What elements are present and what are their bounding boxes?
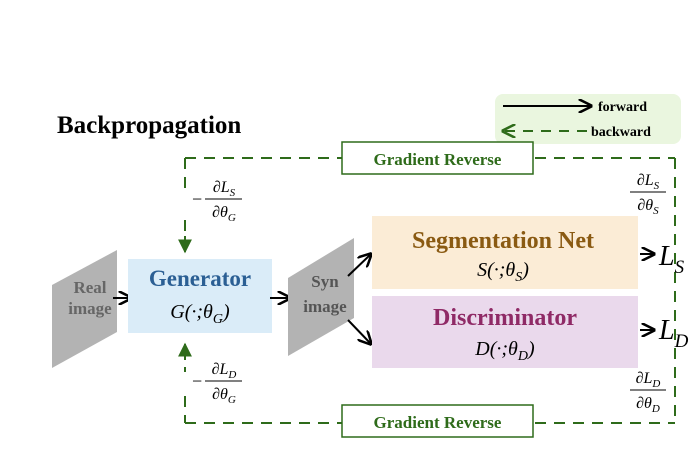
discriminator-function: D(·;θD) — [474, 338, 535, 364]
arrow-syn-to-segmentation — [347, 254, 371, 277]
grad-generator-bottom-sign: − — [192, 371, 202, 391]
grad-generator-top-denominator: ∂θG — [212, 204, 236, 224]
loss-ld: LD — [658, 315, 689, 352]
segmentation-net-box — [372, 216, 638, 289]
segmentation-net-function: S(·;θS) — [477, 259, 529, 285]
diagram-title: Backpropagation — [57, 112, 241, 139]
syn-image-label-line2: image — [303, 297, 347, 316]
discriminator-title: Discriminator — [433, 305, 577, 331]
segmentation-net-title: Segmentation Net — [412, 228, 594, 254]
legend-background — [495, 94, 681, 144]
generator-title: Generator — [149, 266, 251, 291]
real-image-label-line1: Real — [73, 278, 106, 297]
real-image-shape — [52, 250, 117, 368]
discriminator-box — [372, 296, 638, 368]
grad-segmentation-numerator: ∂LS — [637, 172, 660, 192]
grad-generator-bottom-numerator: ∂LD — [212, 361, 237, 381]
arrow-syn-to-discriminator — [347, 319, 371, 344]
legend: forward backward — [495, 94, 681, 144]
grad-discriminator-numerator: ∂LD — [636, 370, 661, 390]
real-image-label-line2: image — [68, 299, 112, 318]
legend-backward-label: backward — [591, 125, 651, 140]
grad-segmentation-denominator: ∂θS — [637, 197, 659, 217]
syn-image-label-line1: Syn — [311, 272, 339, 291]
gradient-reverse-bottom-label: Gradient Reverse — [374, 413, 502, 432]
gradient-reverse-top-label: Gradient Reverse — [374, 150, 502, 169]
gradient-reverse-bottom-box — [341, 404, 534, 438]
grad-segmentation: ∂LS ∂θS — [630, 172, 666, 217]
grad-generator-bottom: − ∂LD ∂θG — [192, 361, 242, 406]
generator-function: G(·;θG) — [170, 301, 230, 327]
backward-loop — [184, 157, 676, 424]
syn-image-shape — [288, 238, 354, 356]
grad-generator-top-numerator: ∂LS — [213, 179, 236, 199]
loss-ls: LS — [658, 241, 685, 278]
grad-discriminator-denominator: ∂θD — [636, 395, 660, 415]
grad-generator-top: − ∂LS ∂θG — [192, 179, 242, 224]
grad-discriminator: ∂LD ∂θD — [630, 370, 666, 415]
grad-generator-bottom-denominator: ∂θG — [212, 386, 236, 406]
gradient-reverse-top-box — [341, 141, 534, 175]
generator-box — [128, 259, 272, 333]
legend-forward-label: forward — [598, 100, 647, 115]
grad-generator-top-sign: − — [192, 189, 202, 209]
